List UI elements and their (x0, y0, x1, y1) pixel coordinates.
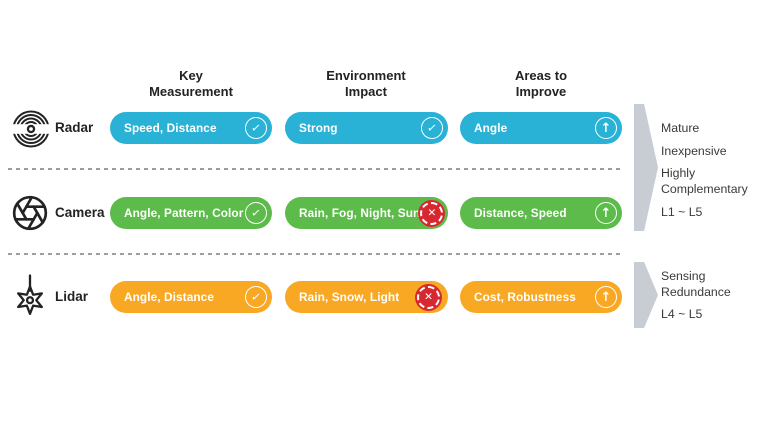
pill-label: Angle, Distance (124, 290, 214, 304)
radar-environment-impact-pill: Strong ✓ (285, 112, 448, 144)
lidar-key-measurement-pill: Angle, Distance ✓ (110, 281, 272, 313)
column-header-key-measurement: Key Measurement (111, 68, 271, 99)
header-line: Areas to (514, 68, 568, 83)
check-icon: ✓ (243, 115, 269, 141)
separator-dashed-line (8, 253, 620, 255)
camera-key-measurement-pill: Angle, Pattern, Color ✓ (110, 197, 272, 229)
pill-label: Angle, Pattern, Color (124, 206, 244, 220)
pill-label: Angle (474, 121, 508, 135)
pill-label: Rain, Fog, Night, Sun (299, 206, 421, 220)
lidar-areas-to-improve-pill: Cost, Robustness ↑ (460, 281, 622, 313)
annotation-line: Inexpensive (661, 143, 727, 158)
check-icon: ✓ (243, 200, 269, 226)
pill-label: Speed, Distance (124, 121, 217, 135)
sensor-label-lidar: Lidar (55, 289, 89, 304)
annotation-radar-camera: Mature Inexpensive Highly Complementary … (661, 121, 768, 228)
radar-icon (9, 107, 53, 156)
lidar-environment-impact-pill: Rain, Snow, Light ✕ (285, 281, 448, 313)
camera-areas-to-improve-pill: Distance, Speed ↑ (460, 197, 622, 229)
pointer-arrow-lidar (634, 262, 658, 328)
sensor-label-radar: Radar (55, 120, 94, 135)
up-arrow-icon: ↑ (595, 286, 617, 308)
cross-icon: ✕ (420, 201, 444, 225)
header-line: Key (179, 68, 203, 83)
radar-areas-to-improve-pill: Angle ↑ (460, 112, 622, 144)
pill-label: Rain, Snow, Light (299, 290, 400, 304)
header-line: Measurement (149, 83, 233, 99)
annotation-level-range: L1 ~ L5 (661, 204, 703, 219)
separator-dashed-line (8, 168, 620, 170)
camera-icon (11, 194, 49, 237)
annotation-lidar: Sensing Redundance L4 ~ L5 (661, 269, 768, 330)
column-header-areas-to-improve: Areas to Improve (461, 68, 621, 99)
annotation-line: Sensing Redundance (661, 269, 731, 299)
cross-icon: ✕ (417, 285, 440, 309)
annotation-line: Highly Complementary (661, 166, 748, 197)
check-icon: ✓ (243, 284, 269, 310)
column-header-environment-impact: Environment Impact (286, 68, 446, 99)
pill-label: Cost, Robustness (474, 290, 576, 304)
up-arrow-icon: ↑ (595, 117, 617, 139)
header-line: Improve (515, 83, 567, 99)
sensor-label-camera: Camera (55, 205, 105, 220)
pill-label: Distance, Speed (474, 206, 567, 220)
radar-key-measurement-pill: Speed, Distance ✓ (110, 112, 272, 144)
header-line: Environment (326, 68, 406, 83)
up-arrow-icon: ↑ (595, 202, 617, 224)
pill-label: Strong (299, 121, 338, 135)
lidar-icon (11, 274, 49, 323)
pointer-arrow-radar-camera (634, 104, 658, 231)
header-line: Impact (345, 83, 387, 99)
annotation-line: Mature (661, 121, 700, 135)
check-icon: ✓ (419, 115, 445, 141)
camera-environment-impact-pill: Rain, Fog, Night, Sun ✕ (285, 197, 448, 229)
annotation-level-range: L4 ~ L5 (661, 307, 703, 322)
